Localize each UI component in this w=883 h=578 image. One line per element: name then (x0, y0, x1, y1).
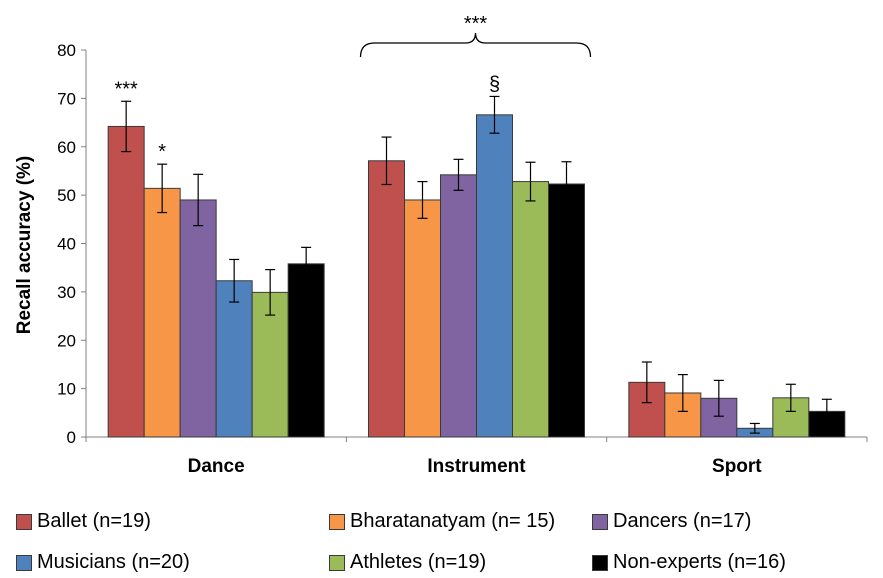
bar (476, 114, 513, 438)
significance-label: *** (114, 78, 138, 100)
x-axis: Dance Instrument Sport (85, 436, 868, 477)
significance-label: *** (464, 13, 488, 35)
bar (512, 181, 549, 438)
y-tick-label: 80 (57, 41, 76, 60)
x-category-label: Sport (712, 456, 762, 477)
bar (404, 199, 441, 438)
bar (368, 160, 405, 438)
bars (107, 114, 846, 438)
bar (143, 187, 181, 438)
y-tick-label: 50 (57, 186, 76, 205)
bar (548, 183, 585, 438)
y-tick-label: 10 (57, 380, 76, 399)
error-bars (121, 95, 832, 434)
y-tick-label: 30 (57, 283, 76, 302)
bar (287, 263, 325, 438)
y-tick-label: 40 (57, 235, 76, 254)
annotations: ****§*** (114, 13, 592, 163)
significance-label: * (158, 141, 166, 163)
x-category-label: Dance (188, 456, 245, 477)
significance-bracket (359, 32, 592, 58)
x-category-label: Instrument (427, 456, 526, 477)
y-tick-label: 70 (57, 89, 76, 108)
y-tick-label: 0 (67, 428, 76, 447)
y-axis: 0 10 20 30 40 50 60 70 80 (57, 41, 87, 447)
bar (440, 174, 477, 438)
bar (215, 280, 253, 438)
y-axis-label: Recall accuracy (%) (14, 156, 35, 335)
y-tick-label: 20 (57, 331, 76, 350)
bar (107, 125, 145, 438)
bar (179, 199, 217, 438)
y-tick-label: 60 (57, 138, 76, 157)
significance-label: § (489, 73, 500, 95)
